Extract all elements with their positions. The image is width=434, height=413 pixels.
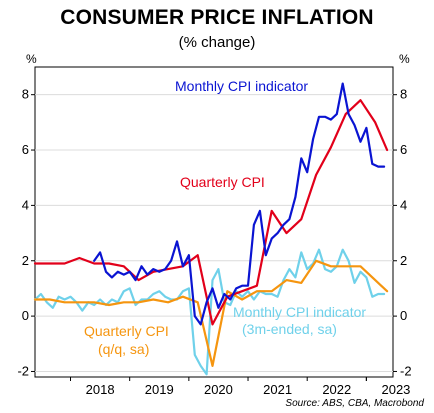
y-tick-label-right: -2 [400,363,412,378]
y-tick-label-right: 0 [400,308,407,323]
label-quarterly-qq-line1: Quarterly CPI [84,323,169,339]
plot-frame [34,66,394,378]
y-axis-left: -2 0 2 4 6 8 [17,87,35,378]
x-tick-label: 2018 [86,382,115,397]
label-monthly-cpi: Monthly CPI indicator [175,78,308,94]
y-tick-label-left: 0 [22,308,29,323]
y-tick-label-left: 6 [22,142,29,157]
y-axis-right: -2 0 2 4 6 8 [393,87,412,378]
series-line-monthly-cpi-indicator-3m-ended-sa [33,248,386,376]
series-line-quarterly-cpi-q-q-sa [33,259,389,367]
x-axis: 2018 2019 2020 2021 2022 2023 [70,377,410,397]
y-tick-label-left: 2 [22,253,29,268]
y-unit-left: % [26,52,37,66]
x-tick-label: 2019 [145,382,174,397]
chart-title: CONSUMER PRICE INFLATION [60,6,374,29]
y-tick-label-right: 6 [400,142,407,157]
y-tick-label-left: 4 [22,197,29,212]
series-line-monthly-cpi-indicator [93,82,386,326]
source-note: Source: ABS, CBA, Macrobond [285,398,424,409]
y-tick-label-left: -2 [17,363,29,378]
chart-subtitle: (% change) [178,34,256,51]
grid-lines [35,94,393,372]
x-tick-label: 2023 [381,382,410,397]
y-tick-label-right: 4 [400,197,407,212]
y-tick-label-right: 2 [400,253,407,268]
x-tick-label: 2021 [263,382,292,397]
y-tick-label-left: 8 [22,87,29,102]
label-monthly-3m-line2: (3m-ended, sa) [242,321,337,337]
x-tick-label: 2020 [204,382,233,397]
x-tick-label: 2022 [322,382,351,397]
y-tick-label-right: 8 [400,87,407,102]
y-unit-right: % [399,52,410,66]
series-layer [33,82,389,376]
series-line-quarterly-cpi [33,99,389,326]
label-monthly-3m-line1: Monthly CPI indicator [233,304,366,320]
label-quarterly-qq-line2: (q/q, sa) [98,341,149,357]
label-quarterly-cpi: Quarterly CPI [180,174,265,190]
